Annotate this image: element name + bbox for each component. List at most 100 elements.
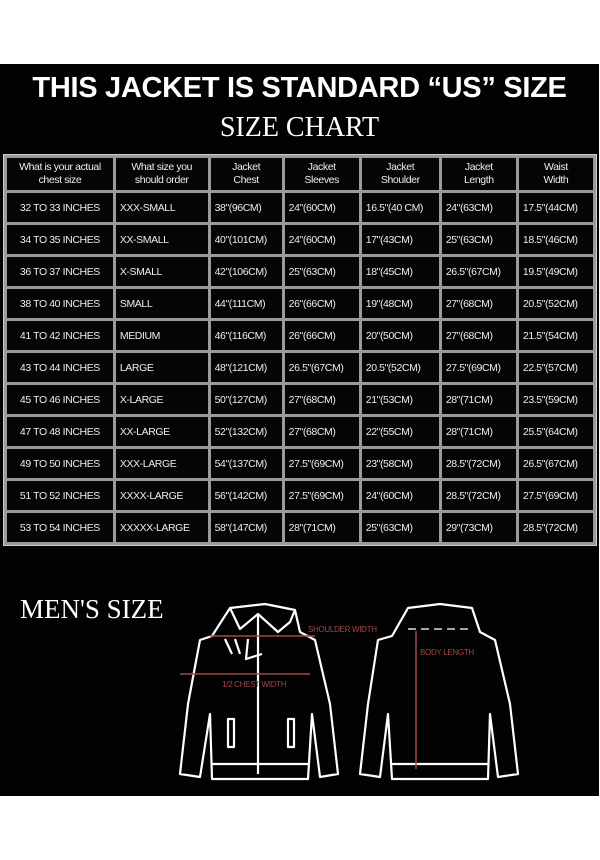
table-cell: 26.5"(67CM): [518, 449, 593, 478]
chest-width-label: 1/2 CHEST WIDTH: [222, 680, 287, 689]
table-cell: 52"(132CM): [210, 417, 282, 446]
table-cell: 36 TO 37 INCHES: [7, 257, 113, 286]
table-cell: X-LARGE: [115, 385, 208, 414]
column-header-line: Jacket: [307, 161, 336, 173]
table-cell: 25.5"(64CM): [518, 417, 593, 446]
table-cell: 45 TO 46 INCHES: [7, 385, 113, 414]
table-cell: X-SMALL: [115, 257, 208, 286]
table-cell: 18"(45CM): [361, 257, 439, 286]
table-cell: XX-SMALL: [115, 225, 208, 254]
table-cell: 27"(68CM): [441, 321, 516, 350]
table-cell: 27.5"(69CM): [518, 481, 593, 510]
column-header-line: Sleeves: [304, 174, 339, 186]
table-cell: 47 TO 48 INCHES: [7, 417, 113, 446]
table-cell: 28.5"(72CM): [441, 481, 516, 510]
table-cell: 23.5"(59CM): [518, 385, 593, 414]
jacket-front-illustration: [178, 602, 340, 781]
table-cell: 17"(43CM): [361, 225, 439, 254]
table-cell: 17.5"(44CM): [518, 193, 593, 222]
table-cell: 49 TO 50 INCHES: [7, 449, 113, 478]
table-row: 38 TO 40 INCHES SMALL 44"(111CM) 26"(66CM) 1…: [7, 289, 593, 318]
table-cell: 42"(106CM): [210, 257, 282, 286]
column-header: Jacket Sleeves: [284, 158, 359, 190]
table-cell: 26.5"(67CM): [441, 257, 516, 286]
table-cell: 28.5"(72CM): [518, 513, 593, 542]
table-cell: 29"(73CM): [441, 513, 516, 542]
size-chart-heading: SIZE CHART: [219, 112, 380, 143]
column-header-line: Chest: [233, 174, 259, 186]
table-row: 47 TO 48 INCHES XX-LARGE 52"(132CM) 27"(68C…: [7, 417, 593, 446]
table-cell: 38 TO 40 INCHES: [7, 289, 113, 318]
column-header: Jacket Length: [441, 158, 516, 190]
column-header-line: Waist: [544, 161, 568, 173]
table-row: 32 TO 33 INCHES XXX-SMALL 38"(96CM) 24"(60C…: [7, 193, 593, 222]
table-row: 43 TO 44 INCHES LARGE 48"(121CM) 26.5"(67CM…: [7, 353, 593, 382]
table-cell: 19.5"(49CM): [518, 257, 593, 286]
table-cell: 28"(71CM): [441, 385, 516, 414]
table-cell: 20"(50CM): [361, 321, 439, 350]
table-cell: 24"(60CM): [361, 481, 439, 510]
column-header: What is your actual chest size: [7, 158, 113, 190]
table-cell: MEDIUM: [115, 321, 208, 350]
column-header-line: What size you: [131, 161, 193, 173]
table-row: 53 TO 54 INCHES XXXXX-LARGE 58"(147CM) 28"(…: [7, 513, 593, 542]
table-row: 45 TO 46 INCHES X-LARGE 50"(127CM) 27"(68CM…: [7, 385, 593, 414]
table-cell: 19"(48CM): [361, 289, 439, 318]
table-cell: 28"(71CM): [441, 417, 516, 446]
table-cell: 44"(111CM): [210, 289, 282, 318]
table-cell: 27"(68CM): [284, 385, 359, 414]
table-cell: XXX-SMALL: [115, 193, 208, 222]
column-header-line: Jacket: [386, 161, 415, 173]
table-cell: XXXX-LARGE: [115, 481, 208, 510]
table-cell: 50"(127CM): [210, 385, 282, 414]
table-cell: 46"(116CM): [210, 321, 282, 350]
table-cell: SMALL: [115, 289, 208, 318]
table-cell: 27"(68CM): [284, 417, 359, 446]
column-header: Jacket Chest: [210, 158, 282, 190]
column-header-line: What is your actual: [19, 161, 101, 173]
table-row: 49 TO 50 INCHES XXX-LARGE 54"(137CM) 27.5"(…: [7, 449, 593, 478]
table-cell: 16.5"(40 CM): [361, 193, 439, 222]
column-header-line: Shoulder: [380, 174, 420, 186]
table-cell: 27.5"(69CM): [284, 481, 359, 510]
table-cell: 25"(63CM): [284, 257, 359, 286]
table-cell: 26"(66CM): [284, 321, 359, 350]
table-cell: 22.5"(57CM): [518, 353, 593, 382]
column-header-line: should order: [134, 174, 189, 186]
table-cell: 27.5"(69CM): [441, 353, 516, 382]
table-cell: 43 TO 44 INCHES: [7, 353, 113, 382]
body-length-label: BODY LENGTH: [420, 648, 474, 657]
size-table: What is your actual chest size What size y…: [3, 154, 597, 546]
table-cell: 51 TO 52 INCHES: [7, 481, 113, 510]
table-cell: 40"(101CM): [210, 225, 282, 254]
table-cell: 24"(63CM): [441, 193, 516, 222]
table-row: 41 TO 42 INCHES MEDIUM 46"(116CM) 26"(66CM)…: [7, 321, 593, 350]
table-cell: 21"(53CM): [361, 385, 439, 414]
table-cell: 27.5"(69CM): [284, 449, 359, 478]
table-cell: 24"(60CM): [284, 193, 359, 222]
column-header-line: Jacket: [464, 161, 493, 173]
table-cell: 23"(58CM): [361, 449, 439, 478]
table-row: 34 TO 35 INCHES XX-SMALL 40"(101CM) 24"(60C…: [7, 225, 593, 254]
column-header-line: Width: [543, 174, 569, 186]
column-header-line: Length: [463, 174, 494, 186]
jacket-back-illustration: [358, 602, 520, 781]
table-cell: 54"(137CM): [210, 449, 282, 478]
column-header-line: Jacket: [232, 161, 261, 173]
table-cell: 28"(71CM): [284, 513, 359, 542]
table-cell: 27"(68CM): [441, 289, 516, 318]
table-row: 51 TO 52 INCHES XXXX-LARGE 56"(142CM) 27.5"…: [7, 481, 593, 510]
table-cell: 48"(121CM): [210, 353, 282, 382]
table-cell: XXXXX-LARGE: [115, 513, 208, 542]
table-cell: 28.5"(72CM): [441, 449, 516, 478]
table-row: 36 TO 37 INCHES X-SMALL 42"(106CM) 25"(63CM…: [7, 257, 593, 286]
column-header: Waist Width: [518, 158, 593, 190]
column-header: What size you should order: [115, 158, 208, 190]
table-cell: 26.5"(67CM): [284, 353, 359, 382]
page-title: THIS JACKET IS STANDARD “US” SIZE: [32, 72, 567, 104]
table-cell: 22"(55CM): [361, 417, 439, 446]
table-cell: 38"(96CM): [210, 193, 282, 222]
table-cell: 24"(60CM): [284, 225, 359, 254]
table-cell: 25"(63CM): [361, 513, 439, 542]
size-chart-panel: THIS JACKET IS STANDARD “US” SIZE SIZE C…: [0, 64, 599, 796]
